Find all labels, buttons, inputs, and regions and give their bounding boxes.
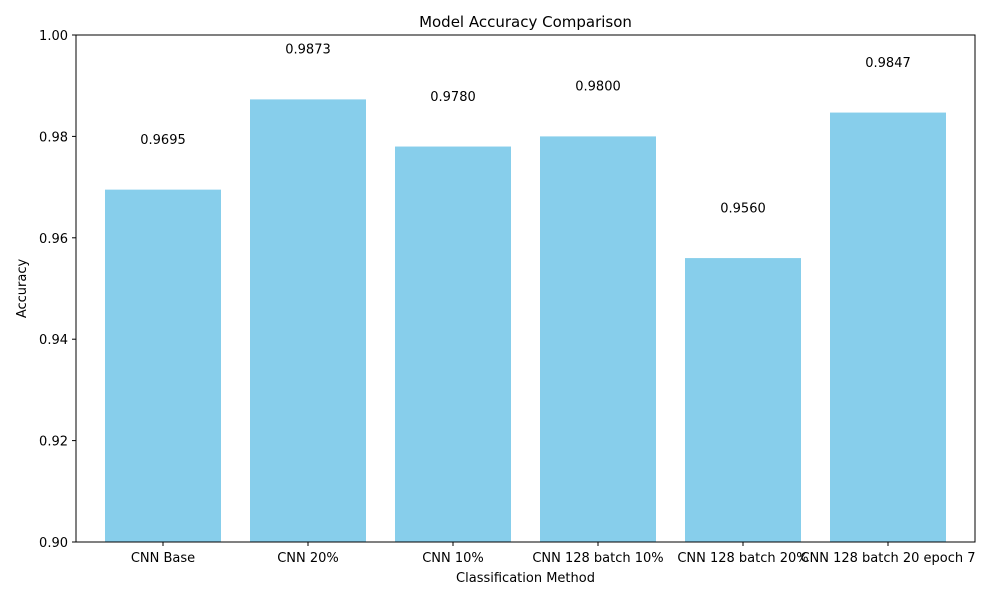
x-tick-label-5: CNN 128 batch 20 epoch 7 (800, 551, 975, 566)
y-tick-label-3: 0.96 (39, 232, 68, 247)
x-axis: CNN Base CNN 20% CNN 10% CNN 128 batch 10% C… (131, 542, 976, 566)
bar-2 (395, 146, 511, 543)
data-label-2: 0.9780 (430, 90, 476, 105)
y-tick-label-1: 0.92 (39, 435, 68, 450)
data-label-3: 0.9800 (575, 80, 621, 95)
data-label-1: 0.9873 (285, 43, 331, 58)
data-labels-group: 0.9695 0.9873 0.9780 0.9800 0.9560 0.9847 (140, 43, 911, 217)
y-axis-label: Accuracy (15, 259, 30, 319)
x-tick-label-1: CNN 20% (277, 551, 339, 566)
plot-frame (75, 34, 976, 543)
x-tick-label-4: CNN 128 batch 20% (677, 551, 808, 566)
bar-5 (830, 112, 946, 543)
x-tick-label-0: CNN Base (131, 551, 195, 566)
y-axis: 0.90 0.92 0.94 0.96 0.98 1.00 (39, 29, 76, 551)
y-tick-label-2: 0.94 (39, 333, 68, 348)
data-label-0: 0.9695 (140, 133, 186, 148)
x-axis-label: Classification Method (456, 571, 595, 586)
bar-1 (250, 99, 366, 542)
data-label-5: 0.9847 (865, 56, 911, 71)
chart-title: Model Accuracy Comparison (419, 13, 632, 31)
y-tick-label-4: 0.98 (39, 130, 68, 145)
y-tick-label-0: 0.90 (39, 536, 68, 551)
data-label-4: 0.9560 (720, 201, 766, 216)
bar-3 (540, 136, 656, 542)
x-tick-label-3: CNN 128 batch 10% (532, 551, 663, 566)
bar-0 (105, 189, 221, 542)
bar-4 (685, 258, 801, 542)
y-tick-label-5: 1.00 (39, 29, 68, 44)
x-tick-label-2: CNN 10% (422, 551, 484, 566)
bars-group (105, 99, 946, 543)
